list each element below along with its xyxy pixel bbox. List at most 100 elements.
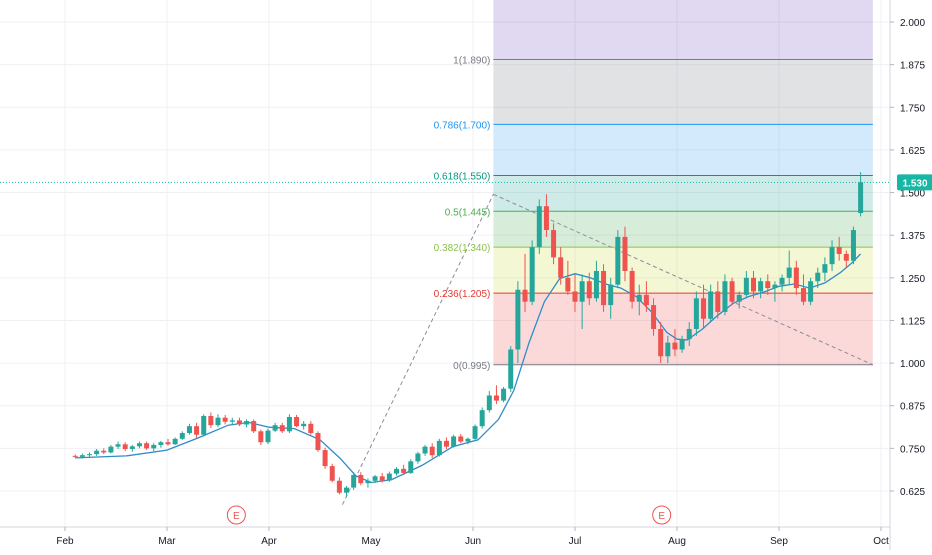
candle-up	[579, 281, 585, 302]
fib-level-label: 0.236(1.205)	[434, 289, 491, 300]
candle-up	[615, 236, 621, 285]
x-tick-label: Jul	[569, 536, 582, 547]
candle-up	[536, 206, 542, 248]
candle-up	[772, 284, 778, 289]
candle-down	[729, 281, 735, 302]
x-tick-label: Jun	[465, 536, 481, 547]
y-tick-label: 1.375	[900, 231, 925, 242]
candle-up	[465, 438, 471, 442]
candle-down	[308, 423, 314, 434]
earnings-marker[interactable]: E	[652, 505, 672, 525]
candle-up	[151, 444, 157, 449]
y-tick-label: 1.000	[900, 359, 925, 370]
candle-up	[486, 395, 492, 411]
candle-down	[765, 281, 771, 289]
candle-down	[72, 455, 78, 457]
y-tick-label: 1.500	[900, 189, 925, 200]
candle-down	[586, 281, 592, 299]
candle-up	[229, 420, 235, 422]
candle-down	[800, 288, 806, 302]
candle-up	[508, 349, 514, 389]
candle-down	[222, 417, 228, 422]
candle-up	[786, 267, 792, 278]
candle-down	[793, 267, 799, 289]
candle-up	[86, 454, 92, 456]
candle-up	[201, 415, 207, 435]
candle-up	[829, 247, 835, 265]
y-tick-label: 0.875	[900, 402, 925, 413]
candle-up	[158, 442, 164, 445]
candle-up	[265, 430, 271, 443]
candle-down	[165, 442, 171, 445]
candle-up	[608, 284, 614, 306]
candle-down	[401, 468, 407, 473]
candle-up	[386, 473, 392, 481]
fib-level-label: 0(0.995)	[453, 361, 490, 372]
candle-down	[836, 247, 842, 254]
candle-down	[701, 298, 707, 319]
candle-up	[636, 294, 642, 302]
candle-up	[365, 480, 371, 484]
x-tick-label: Apr	[261, 536, 277, 547]
candle-up	[665, 342, 671, 357]
candle-up	[822, 264, 828, 273]
last-price-badge	[897, 174, 932, 191]
candle-up	[686, 328, 692, 340]
candle-down	[379, 476, 385, 481]
candle-down	[622, 236, 628, 271]
candle-up	[79, 455, 85, 457]
candle-up	[244, 421, 250, 425]
earnings-marker[interactable]: E	[226, 505, 246, 525]
fibonacci-lines	[493, 59, 873, 366]
y-tick-label: 2.000	[900, 18, 925, 29]
candle-down	[208, 415, 214, 426]
candle-down	[236, 420, 242, 425]
fib-zone	[493, 211, 873, 248]
x-tick-label: Oct	[873, 536, 889, 547]
candle-down	[315, 433, 321, 451]
fib-level-label: 1(1.890)	[453, 56, 490, 67]
fib-zone	[493, 293, 873, 365]
candle-up	[115, 444, 121, 447]
candle-down	[429, 446, 435, 456]
y-tick-label: 1.625	[900, 146, 925, 157]
candle-down	[751, 277, 756, 292]
candle-down	[565, 277, 571, 292]
candle-up	[529, 247, 535, 302]
candle-down	[643, 294, 649, 306]
candle-up	[479, 410, 485, 427]
fib-zone	[493, 124, 873, 176]
candle-down	[558, 257, 564, 278]
fibonacci-fills	[493, 0, 873, 365]
candle-up	[215, 417, 221, 426]
candle-up	[394, 468, 399, 474]
last-price-label: 1.530	[902, 178, 927, 189]
candle-up	[743, 277, 749, 295]
candle-down	[443, 440, 449, 447]
candle-down	[715, 291, 721, 312]
candle-up	[808, 281, 814, 302]
candle-up	[515, 289, 521, 350]
grid	[0, 0, 890, 527]
y-tick-label: 1.750	[900, 103, 925, 114]
candle-down	[329, 466, 335, 481]
candle-down	[493, 395, 499, 401]
candle-up	[679, 339, 685, 350]
candle-up	[408, 461, 414, 473]
earnings-marker-label: E	[658, 511, 665, 522]
candle-up	[736, 294, 742, 302]
candle-down	[572, 291, 578, 302]
x-tick-label: Aug	[668, 536, 686, 547]
candle-up	[815, 272, 821, 282]
y-axis-panel	[890, 0, 932, 550]
fib-zone	[493, 59, 873, 125]
candle-up	[472, 426, 478, 439]
candle-up	[179, 433, 185, 439]
candle-up	[136, 443, 142, 447]
fib-level-label: 0.5(1.445)	[445, 207, 491, 218]
candle-down	[251, 421, 257, 432]
candle-down	[358, 474, 364, 484]
